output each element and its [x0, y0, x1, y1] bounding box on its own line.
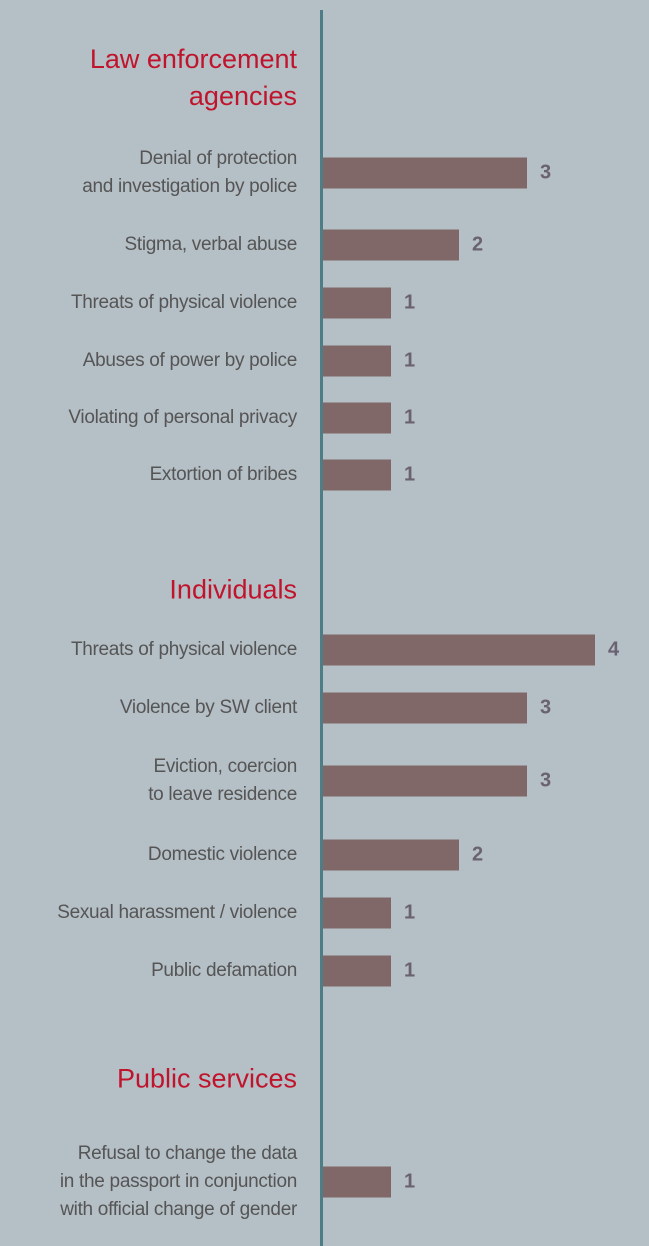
category-label: Threats of physical violence [70, 292, 297, 313]
value-label: 1 [404, 463, 416, 486]
value-label: 1 [404, 406, 416, 429]
bar [323, 287, 391, 319]
value-label: 1 [404, 959, 416, 982]
category-label: Sexual harassment / violence [57, 902, 297, 923]
value-label: 3 [540, 769, 552, 792]
bar [323, 634, 595, 666]
category-label: Refusal to change the data in the passpo… [59, 1143, 297, 1220]
category-label: Denial of protection and investigation b… [82, 148, 297, 197]
bar [323, 157, 527, 189]
bar [323, 897, 391, 929]
bar [323, 839, 459, 871]
category-label: Violating of personal privacy [68, 407, 297, 428]
bar [323, 345, 391, 377]
axis-line [320, 10, 323, 1246]
value-label: 3 [540, 696, 552, 719]
bar [323, 765, 527, 797]
category-label: Stigma, verbal abuse [124, 234, 298, 255]
category-label: Abuses of power by police [82, 350, 298, 371]
bar [323, 459, 391, 491]
category-label: Eviction, coercion to leave residence [148, 756, 297, 805]
category-label: Threats of physical violence [70, 639, 297, 660]
bar [323, 692, 527, 724]
category-label: Extortion of bribes [149, 464, 298, 485]
bar [323, 1166, 391, 1198]
category-label: Public defamation [151, 960, 297, 981]
value-label: 1 [404, 901, 416, 924]
bar [323, 402, 391, 434]
category-label: Violence by SW client [119, 697, 297, 718]
value-label: 2 [472, 843, 484, 866]
value-label: 1 [404, 1170, 416, 1193]
group-title: Law enforcement agencies [89, 44, 297, 111]
value-label: 3 [540, 161, 552, 184]
value-label: 1 [404, 291, 416, 314]
group-title: Individuals [169, 574, 297, 605]
category-label: Domestic violence [147, 844, 297, 865]
value-label: 1 [404, 349, 416, 372]
value-label: 4 [608, 638, 620, 661]
bar [323, 229, 459, 261]
bar [323, 955, 391, 987]
group-title: Public services [116, 1063, 297, 1094]
value-label: 2 [472, 233, 484, 256]
